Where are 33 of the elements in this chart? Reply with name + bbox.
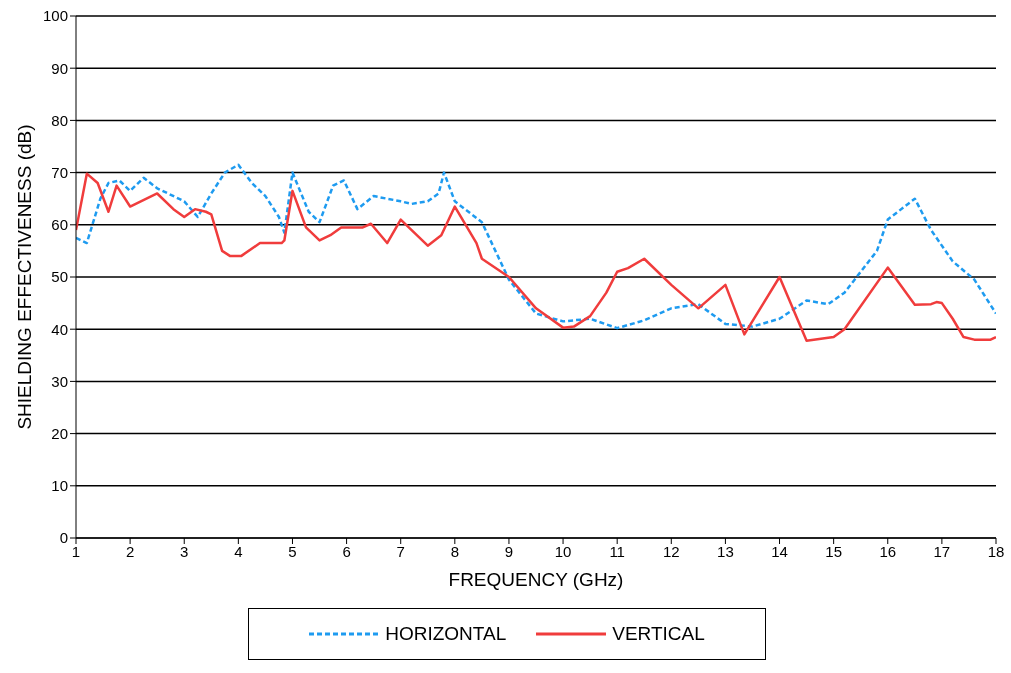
x-tick-label: 8	[450, 542, 459, 560]
x-tick-label: 17	[933, 542, 951, 560]
x-tick-label: 6	[342, 542, 351, 560]
x-tick-label: 11	[609, 542, 625, 560]
y-tick-label: 100	[42, 7, 68, 25]
y-tick-label: 10	[51, 477, 68, 495]
legend-label: VERTICAL	[612, 623, 705, 645]
x-tick-label: 14	[771, 542, 788, 560]
x-tick-label: 10	[554, 542, 572, 560]
x-axis-title: FREQUENCY (GHz)	[448, 569, 624, 590]
y-tick-label: 80	[51, 111, 68, 129]
y-axis-title: SHIELDING EFFECTIVENESS (dB)	[13, 124, 35, 430]
y-tick-label: 70	[51, 163, 68, 181]
y-tick-label: 60	[51, 216, 68, 234]
x-tick-label: 15	[825, 542, 842, 560]
x-tick-label: 9	[504, 542, 514, 560]
x-tick-label: 16	[879, 542, 897, 560]
x-tick-label: 2	[125, 542, 135, 560]
x-tick-label: 4	[234, 542, 243, 560]
y-tick-label: 50	[51, 268, 68, 286]
x-tick-label: 18	[987, 542, 1005, 560]
x-tick-label: 1	[71, 542, 81, 560]
x-tick-label: 12	[662, 542, 680, 560]
x-tick-label: 13	[717, 542, 734, 560]
x-tick-label: 5	[288, 542, 297, 560]
y-tick-label: 20	[51, 424, 68, 442]
y-tick-label: 0	[59, 529, 68, 547]
y-tick-label: 90	[51, 59, 68, 77]
y-tick-label: 30	[51, 372, 68, 390]
x-tick-label: 7	[396, 542, 405, 560]
legend-label: HORIZONTAL	[385, 623, 507, 645]
y-tick-label: 40	[51, 320, 68, 338]
x-tick-label: 3	[180, 542, 189, 560]
